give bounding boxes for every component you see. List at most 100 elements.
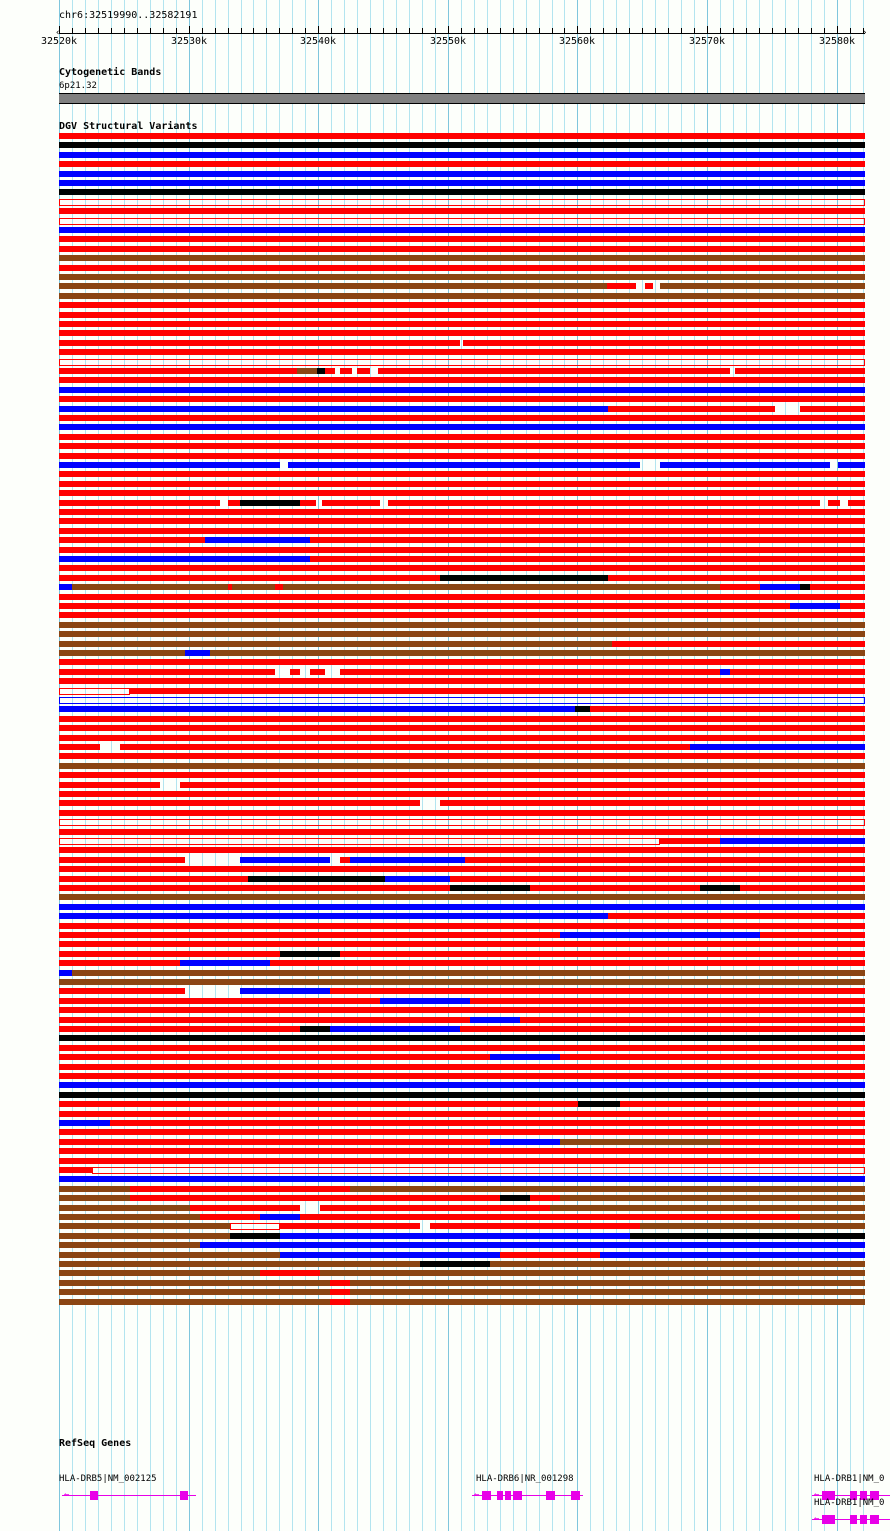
gene-exon[interactable] (571, 1491, 580, 1500)
variant-segment[interactable] (222, 574, 280, 581)
variant-segment[interactable] (240, 1148, 865, 1155)
variant-segment[interactable] (72, 969, 120, 976)
variant-segment[interactable] (59, 950, 280, 957)
variant-segment[interactable] (59, 255, 865, 262)
variant-segment[interactable] (59, 913, 608, 920)
variant-segment[interactable] (59, 443, 865, 450)
variant-segment[interactable] (59, 715, 865, 722)
variant-segment[interactable] (92, 1176, 210, 1183)
variant-segment[interactable] (500, 1195, 530, 1202)
variant-segment[interactable] (59, 433, 865, 440)
variant-segment[interactable] (350, 1185, 745, 1192)
variant-segment[interactable] (322, 499, 330, 506)
variant-segment[interactable] (700, 885, 740, 891)
variant-segment[interactable] (59, 1016, 470, 1023)
variant-segment[interactable] (59, 1035, 865, 1042)
variant-segment[interactable] (59, 1195, 130, 1202)
variant-segment[interactable] (260, 1270, 320, 1277)
variant-segment[interactable] (310, 668, 325, 675)
variant-segment[interactable] (59, 339, 460, 346)
variant-segment[interactable] (59, 697, 865, 704)
variant-segment[interactable] (520, 1016, 865, 1023)
variant-segment[interactable] (59, 856, 185, 863)
variant-segment[interactable] (660, 283, 865, 290)
variant-segment[interactable] (440, 1232, 630, 1239)
variant-segment[interactable] (300, 499, 316, 506)
variant-segment[interactable] (310, 537, 865, 544)
variant-segment[interactable] (59, 1167, 80, 1173)
gene-exon[interactable] (860, 1515, 867, 1524)
variant-segment[interactable] (59, 274, 865, 280)
variant-segment[interactable] (300, 1214, 380, 1220)
variant-segment[interactable] (275, 584, 283, 591)
variant-segment[interactable] (840, 603, 865, 609)
variant-segment[interactable] (530, 1195, 560, 1202)
variant-segment[interactable] (180, 781, 865, 788)
variant-segment[interactable] (185, 650, 210, 656)
variant-segment[interactable] (388, 499, 745, 506)
variant-segment[interactable] (270, 960, 790, 967)
variant-segment[interactable] (300, 875, 385, 882)
variant-segment[interactable] (280, 1223, 420, 1230)
variant-segment[interactable] (92, 1167, 865, 1174)
variant-segment[interactable] (297, 368, 317, 374)
variant-segment[interactable] (59, 932, 560, 938)
variant-segment[interactable] (630, 1232, 865, 1239)
variant-segment[interactable] (460, 1026, 865, 1032)
variant-segment[interactable] (59, 772, 865, 779)
gene-exon[interactable] (870, 1491, 879, 1500)
variant-segment[interactable] (59, 885, 450, 891)
cytoband-bar[interactable] (59, 93, 865, 104)
variant-segment[interactable] (59, 1073, 865, 1079)
variant-segment[interactable] (59, 922, 865, 929)
gene-exon[interactable] (180, 1491, 188, 1500)
variant-segment[interactable] (590, 706, 865, 713)
variant-segment[interactable] (59, 527, 865, 534)
variant-segment[interactable] (59, 302, 865, 309)
variant-segment[interactable] (59, 847, 865, 854)
variant-segment[interactable] (59, 283, 607, 290)
variant-segment[interactable] (110, 1120, 190, 1126)
variant-segment[interactable] (200, 1261, 420, 1267)
variant-segment[interactable] (612, 640, 865, 647)
variant-segment[interactable] (270, 1242, 865, 1249)
variant-segment[interactable] (59, 151, 865, 158)
variant-segment[interactable] (130, 687, 865, 694)
variant-segment[interactable] (190, 1120, 865, 1126)
variant-segment[interactable] (317, 368, 325, 374)
variant-segment[interactable] (59, 1110, 865, 1117)
variant-segment[interactable] (325, 368, 335, 374)
variant-segment[interactable] (490, 1054, 560, 1061)
variant-segment[interactable] (660, 838, 720, 844)
variant-segment[interactable] (280, 1251, 500, 1258)
variant-segment[interactable] (228, 499, 240, 506)
variant-segment[interactable] (690, 744, 865, 750)
variant-segment[interactable] (59, 133, 865, 139)
variant-segment[interactable] (730, 668, 865, 675)
variant-segment[interactable] (645, 283, 653, 290)
variant-segment[interactable] (465, 856, 865, 863)
variant-segment[interactable] (560, 1138, 720, 1145)
variant-segment[interactable] (130, 1195, 150, 1202)
variant-segment[interactable] (59, 621, 865, 628)
variant-segment[interactable] (210, 650, 865, 656)
variant-segment[interactable] (230, 1223, 280, 1231)
variant-segment[interactable] (640, 1223, 865, 1230)
variant-segment[interactable] (232, 584, 275, 591)
variant-segment[interactable] (59, 1232, 230, 1239)
variant-segment[interactable] (59, 838, 660, 845)
variant-segment[interactable] (59, 368, 297, 374)
variant-segment[interactable] (430, 1223, 640, 1230)
variant-segment[interactable] (790, 960, 865, 967)
variant-segment[interactable] (59, 499, 220, 506)
variant-segment[interactable] (380, 997, 470, 1004)
variant-segment[interactable] (560, 1054, 865, 1061)
variant-segment[interactable] (450, 875, 865, 882)
variant-segment[interactable] (59, 706, 575, 713)
variant-segment[interactable] (340, 856, 350, 863)
variant-segment[interactable] (280, 950, 340, 957)
variant-segment[interactable] (59, 424, 865, 431)
variant-segment[interactable] (59, 1176, 92, 1183)
variant-segment[interactable] (59, 490, 865, 497)
variant-segment[interactable] (59, 640, 612, 647)
